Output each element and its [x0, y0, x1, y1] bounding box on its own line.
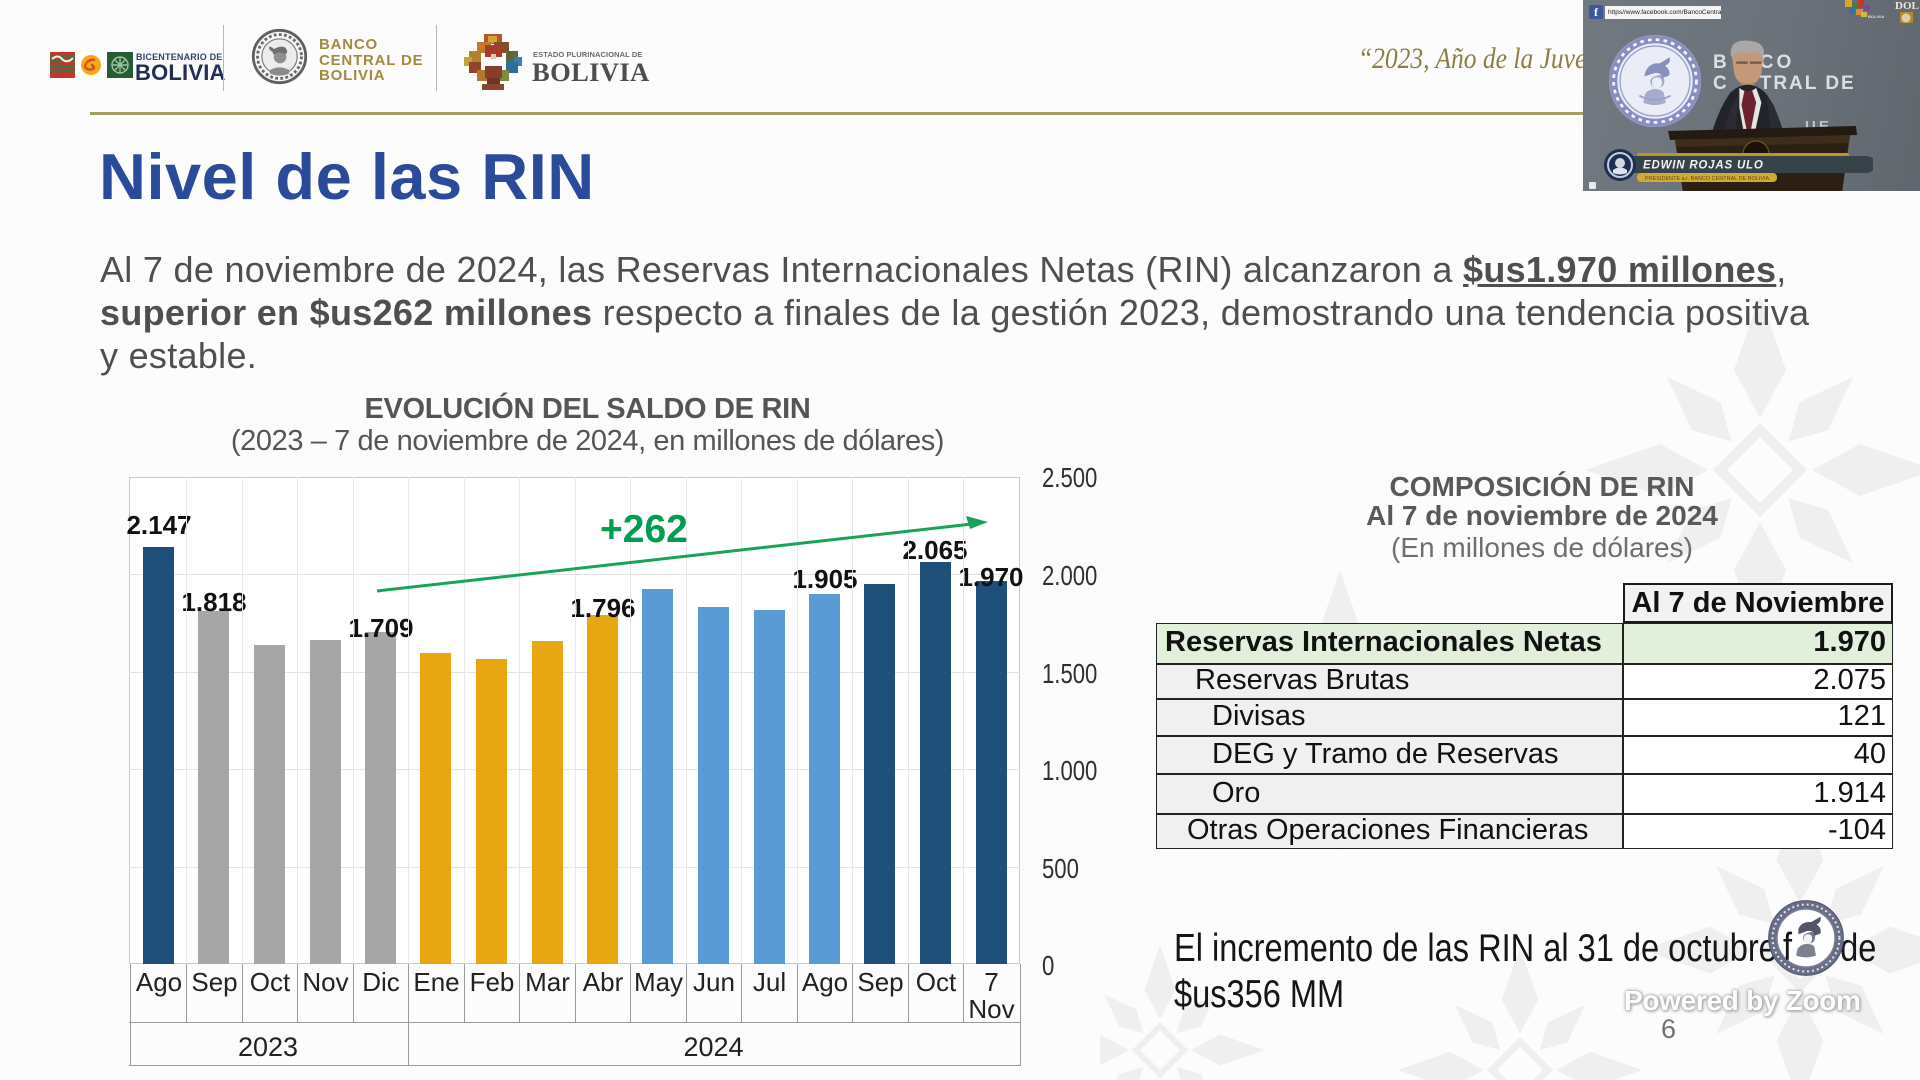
svg-text:PRESIDENTE a.i. BANCO CENTRAL: PRESIDENTE a.i. BANCO CENTRAL DE BOLIVIA — [1645, 176, 1770, 182]
svg-text:DOL: DOL — [1895, 0, 1919, 12]
svg-text:EDWIN ROJAS ULO: EDWIN ROJAS ULO — [1643, 160, 1764, 172]
svg-text:BOLIVIA: BOLIVIA — [1868, 14, 1884, 19]
